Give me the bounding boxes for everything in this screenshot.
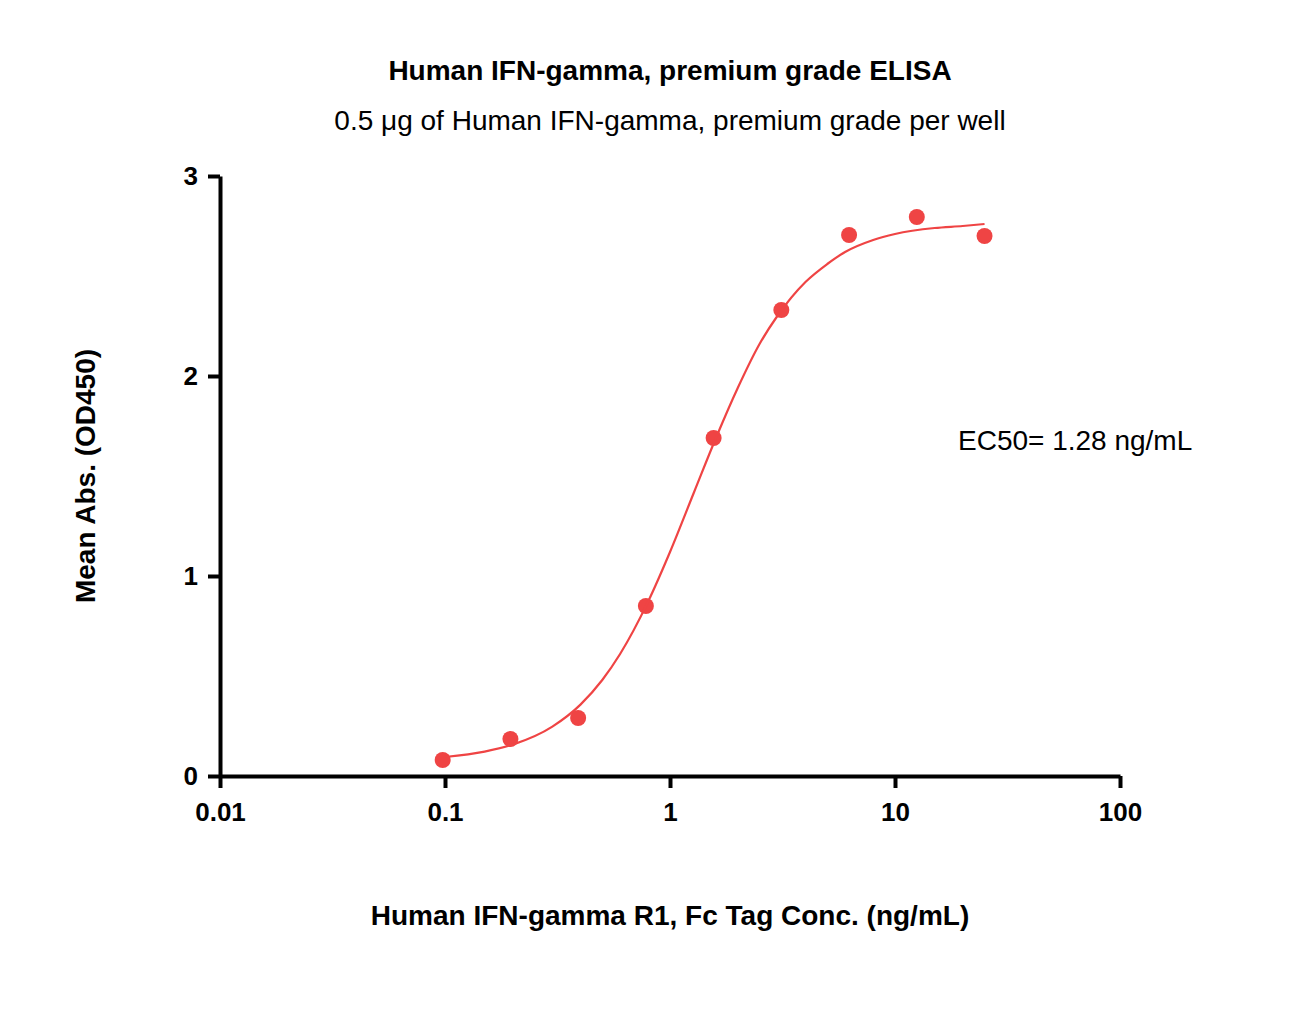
y-axis: 0 1 2 3 [184, 161, 221, 791]
tick: 1 [663, 776, 677, 827]
tick-label: 2 [184, 361, 198, 391]
annotation: EC50= 1.28 ng/mL [958, 425, 1192, 456]
tick-mark [894, 776, 898, 788]
plot-area [435, 209, 993, 768]
subtitle: 0.5 μg of Human IFN-gamma, premium grade… [334, 105, 1005, 136]
axis-line [219, 177, 223, 777]
tick-label: 0.1 [427, 797, 463, 827]
tick-mark [1119, 776, 1123, 788]
data-point [977, 228, 993, 244]
tick: 0 [184, 761, 220, 791]
x-axis: 0.01 0.1 1 10 100 [195, 776, 1142, 827]
tick: 10 [881, 776, 910, 827]
chart: 0.01 0.1 1 10 100 0 1 2 3 Human IFN-gamma, premiu… [0, 0, 1306, 1032]
tick-label: 0 [184, 761, 198, 791]
tick-label: 1 [184, 561, 198, 591]
tick: 0.01 [195, 776, 246, 827]
x-axis-title: Human IFN-gamma R1, Fc Tag Conc. (ng/mL) [371, 900, 969, 931]
fit-line [445, 224, 985, 757]
tick-mark [669, 776, 673, 788]
tick-mark [444, 776, 448, 788]
title: Human IFN-gamma, premium grade ELISA [388, 55, 951, 86]
tick-mark [208, 375, 220, 379]
tick-mark [208, 175, 220, 179]
data-point [435, 752, 451, 768]
tick-label: 0.01 [195, 797, 246, 827]
tick: 3 [184, 161, 220, 191]
tick: 0.1 [427, 776, 463, 827]
tick: 1 [184, 561, 220, 591]
tick-label: 100 [1099, 797, 1142, 827]
y-axis-title: Mean Abs. (OD450) [70, 349, 101, 603]
tick-label: 10 [881, 797, 910, 827]
tick: 100 [1099, 776, 1142, 827]
tick-label: 3 [184, 161, 198, 191]
tick-mark [208, 775, 220, 779]
tick-mark [208, 575, 220, 579]
tick: 2 [184, 361, 220, 391]
tick-label: 1 [663, 797, 677, 827]
data-point [841, 227, 857, 243]
data-point [909, 209, 925, 225]
